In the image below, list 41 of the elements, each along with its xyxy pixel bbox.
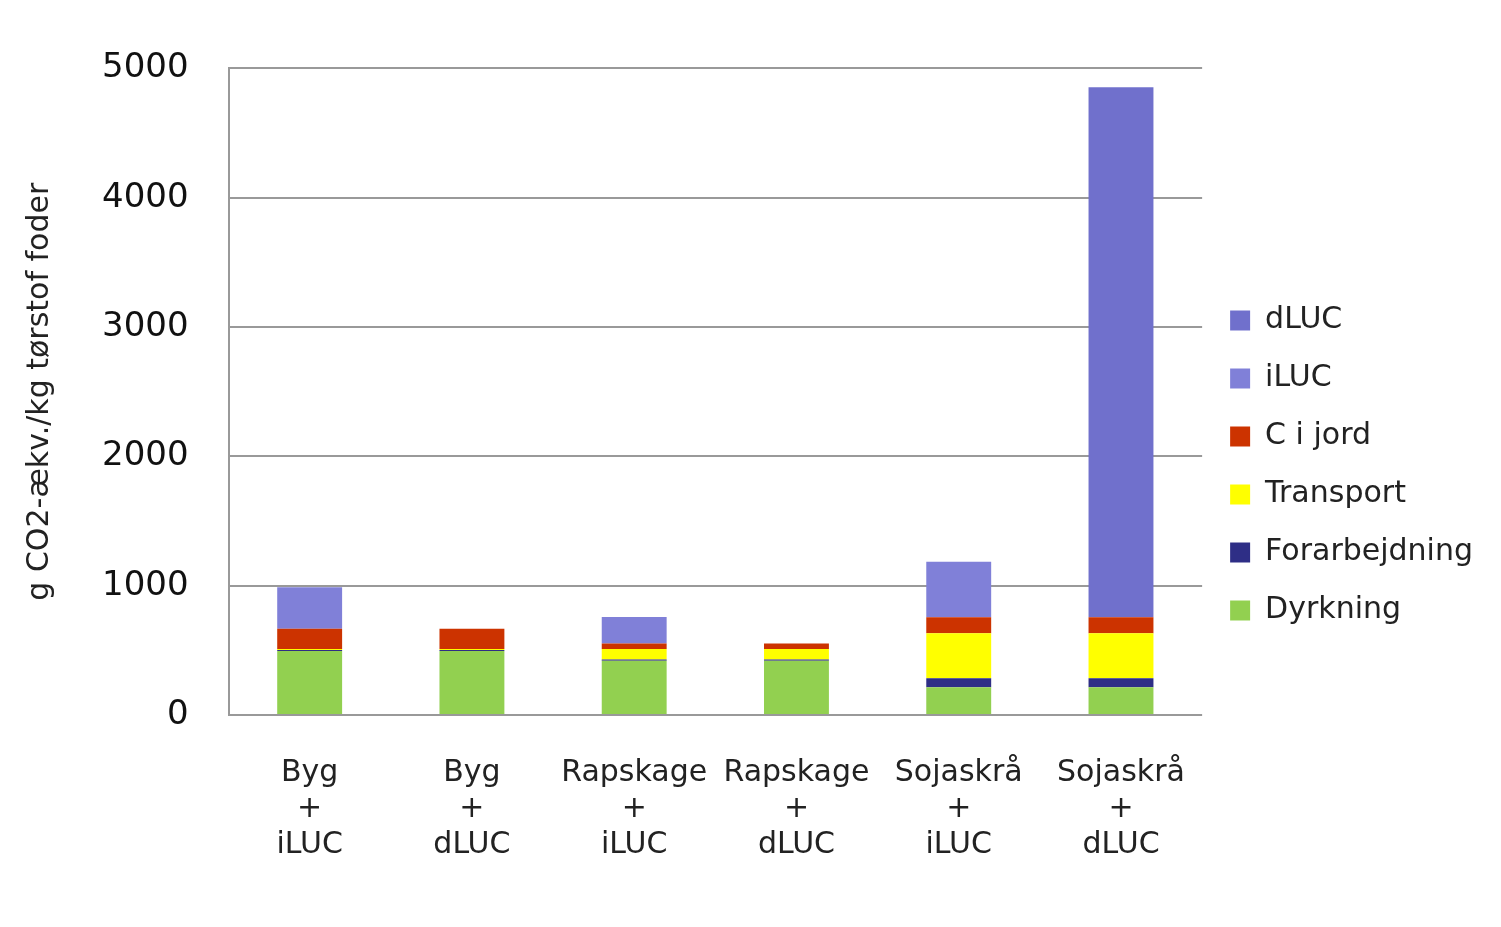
bar [1088, 633, 1154, 679]
bar [439, 650, 505, 714]
bar [1088, 87, 1154, 618]
legend-label: Dyrkning [1265, 590, 1402, 626]
bar [926, 633, 992, 679]
y-axis-title: g CO2-ækv./kg tørstof foder [19, 182, 55, 601]
bar [1088, 687, 1154, 714]
bar [601, 660, 667, 714]
bar [926, 687, 992, 714]
bar [601, 643, 667, 650]
bar [601, 616, 667, 644]
legend-label: C i jord [1265, 416, 1372, 452]
legend-label: Transport [1264, 474, 1407, 510]
y-tick-label: 5000 [102, 45, 189, 86]
y-tick-label: 0 [166, 691, 189, 732]
bar [277, 587, 343, 629]
x-tick-label: Rapskage + dLUC [723, 752, 870, 860]
x-tick-label: Byg + iLUC [276, 752, 343, 860]
x-tick-label: Byg + dLUC [433, 752, 511, 860]
bar [439, 628, 505, 650]
x-tick-label: Sojaskrå + dLUC [1057, 752, 1185, 860]
legend-label: iLUC [1265, 358, 1332, 394]
legend-label: Forarbejdning [1265, 532, 1474, 568]
bar [277, 650, 343, 714]
x-tick-label: Sojaskrå + iLUC [894, 752, 1023, 860]
bar [601, 649, 667, 660]
y-tick-label: 3000 [102, 303, 189, 344]
bar [926, 617, 992, 634]
bar [764, 649, 829, 660]
bar [926, 561, 992, 618]
x-tick-label: Rapskage + iLUC [561, 752, 708, 860]
bar [764, 643, 829, 650]
y-tick-label: 1000 [102, 562, 189, 603]
bar [764, 660, 829, 714]
bar [277, 628, 343, 650]
y-tick-label: 4000 [102, 174, 189, 215]
bar [1088, 617, 1154, 634]
legend-label: dLUC [1265, 300, 1343, 336]
bar [1088, 678, 1154, 688]
y-tick-label: 2000 [102, 433, 189, 474]
bar [926, 678, 992, 688]
